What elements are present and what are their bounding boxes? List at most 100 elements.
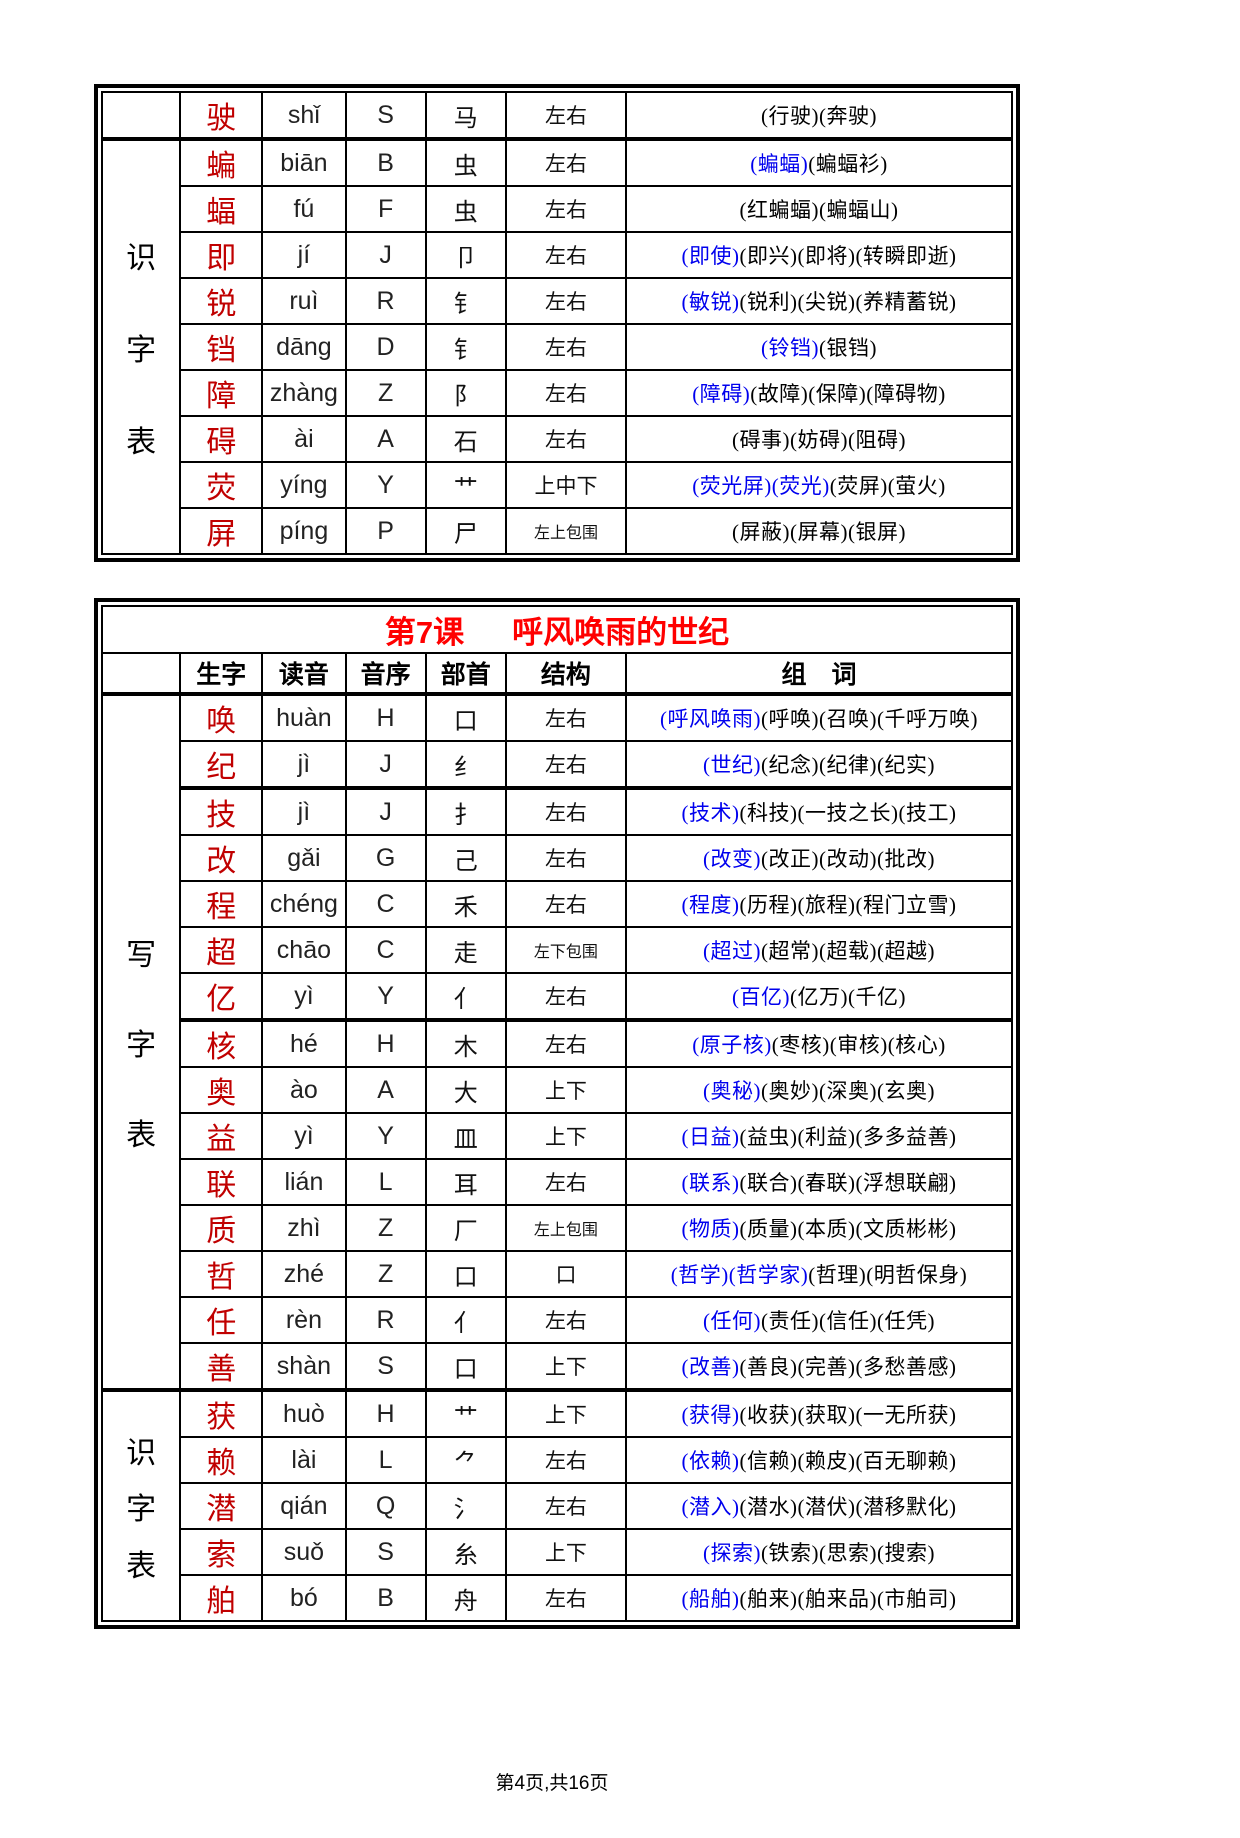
- word: (哲学家): [728, 1263, 809, 1287]
- pinyin-cell: yì: [261, 972, 347, 1022]
- words-cell: (即使)(即兴)(即将)(转瞬即逝): [625, 231, 1013, 279]
- word: (红蝙蝠): [739, 198, 820, 222]
- word: (枣核): [771, 1033, 830, 1057]
- section-label-char: 字: [126, 1029, 157, 1062]
- char-cell: 荧: [179, 461, 264, 509]
- word: (即将): [797, 244, 856, 268]
- radical-cell: 亻: [424, 972, 507, 1022]
- word: (银屏): [848, 520, 907, 544]
- char-cell: 益: [179, 1112, 264, 1160]
- word: (屏蔽): [732, 520, 791, 544]
- initial-cell: Y: [344, 461, 427, 509]
- initial-cell: Q: [344, 1482, 427, 1530]
- radical-cell: 耳: [424, 1158, 507, 1206]
- word: (铁索): [761, 1541, 820, 1565]
- section-label-cell: 识字表: [100, 137, 182, 555]
- initial-cell: S: [344, 91, 427, 140]
- word: (船舶): [681, 1587, 740, 1611]
- column-header-row: 生字 读音 音序 部首 结构组 词: [100, 652, 1013, 696]
- word: (蝙蝠山): [819, 198, 899, 222]
- word: (技术): [681, 801, 740, 825]
- radical-cell: 大: [424, 1066, 507, 1114]
- words-cell: (铃铛)(银铛): [625, 323, 1013, 371]
- words-cell: (荧光屏)(荧光)(荧屏)(萤火): [625, 461, 1013, 509]
- word: (纪律): [819, 753, 878, 777]
- char-cell: 锐: [179, 277, 264, 325]
- word: (市舶司): [877, 1587, 957, 1611]
- section-label-cell: 写字表: [100, 693, 182, 1391]
- char-cell: 任: [179, 1296, 264, 1344]
- radical-cell: 虫: [424, 185, 507, 233]
- initial-cell: B: [344, 1574, 427, 1622]
- structure-cell: 左右: [504, 91, 628, 140]
- structure-cell: 左上包围: [504, 1204, 628, 1252]
- pinyin-cell: lián: [261, 1158, 347, 1206]
- radical-cell: 艹: [424, 1388, 507, 1438]
- word: (铃铛): [761, 336, 820, 360]
- pinyin-cell: fú: [261, 185, 347, 233]
- word: (荧光): [771, 474, 830, 498]
- structure-cell: 左右: [504, 972, 628, 1022]
- char-cell: 障: [179, 369, 264, 417]
- table-row: 障 zhàng Z 阝左右 (障碍)(故障)(保障)(障碍物): [102, 369, 1013, 417]
- char-cell: 即: [179, 231, 264, 279]
- word: (纪念): [761, 753, 820, 777]
- word: (潜入): [681, 1495, 740, 1519]
- word: (联合): [739, 1171, 798, 1195]
- radical-cell: 艹: [424, 461, 507, 509]
- vocab-table-lesson-7: 第7课 呼风唤雨的世纪 生字 读音 音序 部首 结构组 词写字表唤 huàn H 口左右 (呼风唤雨…: [100, 605, 1013, 1622]
- word: (玄奥): [877, 1079, 936, 1103]
- pinyin-cell: suǒ: [261, 1528, 347, 1576]
- initial-cell: H: [344, 1019, 427, 1068]
- word: (益虫): [739, 1125, 798, 1149]
- word: (程门立雪): [855, 893, 957, 917]
- initial-cell: Z: [344, 1204, 427, 1252]
- pinyin-cell: zhàng: [261, 369, 347, 417]
- words-cell: (百亿)(亿万)(千亿): [625, 972, 1013, 1022]
- table-row: 驶 shǐ S 马左右 (行驶)(奔驶): [100, 91, 1013, 140]
- word: (哲理): [808, 1263, 867, 1287]
- table-row: 锐 ruì R 钅左右 (敏锐)(锐利)(尖锐)(养精蓄锐): [102, 277, 1013, 325]
- char-cell: 唤: [179, 693, 264, 742]
- initial-cell: R: [344, 277, 427, 325]
- word: (故障): [750, 382, 809, 406]
- words-cell: (碍事)(妨碍)(阻碍): [625, 415, 1013, 463]
- pinyin-cell: chéng: [261, 880, 347, 928]
- word: (敏锐): [681, 290, 740, 314]
- word: (日益): [681, 1125, 740, 1149]
- radical-cell: 扌: [424, 787, 507, 836]
- pinyin-cell: qián: [261, 1482, 347, 1530]
- radical-cell: 尸: [424, 507, 507, 555]
- structure-cell: 上下: [504, 1528, 628, 1576]
- word: (百亿): [732, 985, 791, 1009]
- word: (即使): [681, 244, 740, 268]
- initial-cell: R: [344, 1296, 427, 1344]
- word: (改变): [703, 847, 762, 871]
- document-page: 驶 shǐ S 马左右 (行驶)(奔驶) 识字表蝙 biān B 虫左右 (蝙蝠)(蝙蝠衫) 蝠 fú…: [0, 84, 1240, 1794]
- structure-cell: 上下: [504, 1342, 628, 1391]
- table-row: 改 gǎi G 己左右 (改变)(改正)(改动)(批改): [102, 834, 1013, 882]
- char-cell: 改: [179, 834, 264, 882]
- section-label-char: 字: [126, 334, 157, 367]
- table-row: 奥 ào A 大上下 (奥秘)(奥妙)(深奥)(玄奥): [102, 1066, 1013, 1114]
- structure-cell: 左右: [504, 323, 628, 371]
- pinyin-cell: ài: [261, 415, 347, 463]
- words-cell: (超过)(超常)(超载)(超越): [625, 926, 1013, 974]
- table-row: 赖 lài L ⺈左右 (依赖)(信赖)(赖皮)(百无聊赖): [102, 1436, 1013, 1484]
- pinyin-cell: dāng: [261, 323, 347, 371]
- pinyin-cell: zhé: [261, 1250, 347, 1298]
- words-cell: (行驶)(奔驶): [625, 91, 1013, 140]
- structure-cell: 左右: [504, 1019, 628, 1068]
- table-row: 核 hé H 木左右 (原子核)(枣核)(审核)(核心): [102, 1019, 1013, 1068]
- pinyin-cell: yíng: [261, 461, 347, 509]
- structure-cell: 左右: [504, 693, 628, 742]
- initial-cell: G: [344, 834, 427, 882]
- radical-cell: 口: [424, 1250, 507, 1298]
- column-header-0: 生字: [179, 652, 264, 696]
- word: (一技之长): [797, 801, 899, 825]
- pinyin-cell: jì: [261, 787, 347, 836]
- char-cell: 技: [179, 787, 264, 836]
- radical-cell: 马: [424, 91, 507, 140]
- radical-cell: 禾: [424, 880, 507, 928]
- initial-cell: Y: [344, 1112, 427, 1160]
